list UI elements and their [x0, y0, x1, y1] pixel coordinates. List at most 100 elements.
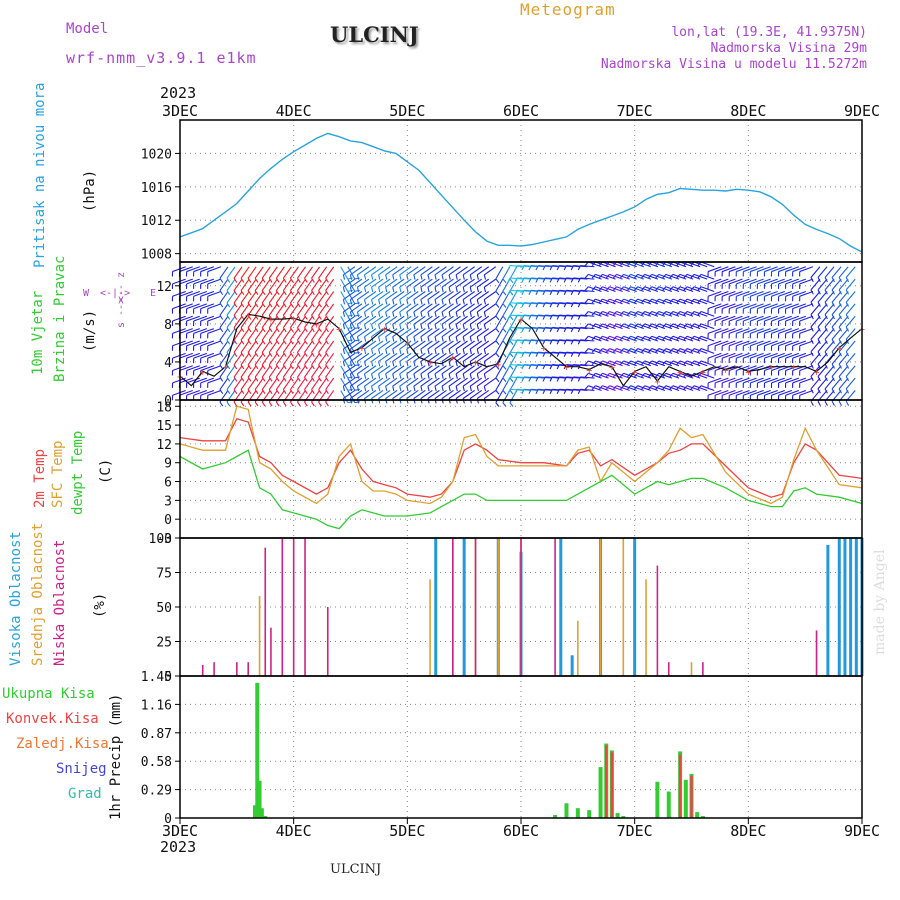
wind-barb-feather: [406, 373, 409, 379]
wind-barb-feather: [420, 361, 423, 367]
wind-barb: [219, 266, 229, 279]
wind-barb-feather: [413, 398, 416, 404]
wind-barb-feather: [275, 339, 280, 345]
wind-barb-feather: [535, 327, 539, 333]
wind-barb: [304, 266, 313, 279]
wind-barb-feather: [605, 286, 610, 291]
wind-barb-feather: [483, 348, 487, 355]
wind-barb: [672, 348, 687, 354]
wind-barb-feather: [640, 348, 646, 353]
wind-barb: [311, 353, 321, 366]
wind-barb: [736, 352, 750, 359]
wind-barb-feather: [378, 311, 381, 317]
y-tick-label: -3: [156, 532, 172, 547]
wind-barb-feather: [626, 311, 632, 316]
wind-barb: [399, 291, 412, 300]
wind-barb-feather: [810, 400, 814, 406]
wind-barb: [637, 298, 651, 305]
wind-barb-feather: [633, 385, 639, 390]
wind-barb: [750, 340, 764, 347]
y-tick-label: 0.87: [141, 727, 172, 742]
wind-barb-feather: [261, 352, 266, 357]
wind-barb-feather: [612, 273, 617, 279]
wind-barb: [413, 278, 426, 288]
wind-barb-feather: [455, 324, 458, 330]
wind-barb: [240, 278, 250, 291]
wind-barb-feather: [297, 290, 301, 296]
cloud-high-bar: [559, 538, 563, 676]
wind-barb: [700, 360, 715, 367]
wind-barb: [722, 340, 736, 347]
wind-barb: [378, 365, 391, 375]
cloud-high-bar: [854, 538, 858, 676]
wind-barb: [219, 328, 229, 341]
wind-barb: [792, 266, 807, 273]
wind-barb: [623, 261, 637, 268]
wind-barb-feather: [514, 351, 518, 357]
wind-barb: [343, 365, 356, 375]
wind-barb: [247, 291, 257, 304]
wind-barb-feather: [838, 277, 843, 283]
wind-barb-feather: [619, 372, 624, 378]
wind-barb: [714, 303, 729, 310]
x-tick-label-top: 6DEC: [503, 102, 539, 120]
wind-barb: [179, 352, 193, 359]
wind-barb: [743, 266, 757, 273]
wind-barb-feather: [399, 311, 402, 317]
wind-barb-feather: [556, 364, 560, 370]
cloud-low-bar: [270, 627, 272, 676]
wind-barb: [637, 310, 651, 317]
wind-barb: [347, 365, 356, 379]
wind-barb: [757, 328, 771, 334]
wind-barb: [207, 328, 222, 334]
wind-barb: [219, 365, 229, 378]
wind-barb-feather: [662, 311, 667, 316]
pressure-unit: (hPa): [82, 169, 98, 212]
wind-barb: [658, 385, 673, 391]
precip-total-bar: [666, 791, 671, 818]
wind-barb-feather: [406, 336, 409, 342]
wind-barb: [350, 278, 363, 288]
wind-barb-feather: [226, 290, 231, 296]
wind-barb: [817, 328, 828, 340]
cloud-low-bar: [326, 607, 329, 676]
wind-barb-feather: [598, 286, 603, 291]
wind-barb: [476, 266, 490, 276]
wind-barb-feather: [577, 302, 581, 308]
wind-barb: [743, 278, 757, 285]
wind-barb: [448, 278, 461, 288]
wind-barb: [240, 377, 250, 390]
wind-barb: [350, 266, 363, 276]
wind-barb: [172, 303, 186, 310]
cloud-mid-bar: [577, 620, 579, 676]
wind-barb: [378, 340, 391, 350]
wind-barb-feather: [226, 277, 231, 283]
wind-barb: [200, 303, 215, 310]
wind-barb: [325, 353, 335, 366]
wind-barb: [364, 291, 377, 300]
wind-barb-feather: [584, 311, 589, 316]
wind-barb: [427, 278, 440, 288]
wind-barb-feather: [226, 389, 231, 395]
wind-barb: [609, 323, 623, 330]
compass-west: W: [83, 288, 90, 299]
wind-barb-feather: [495, 377, 500, 383]
wind-barb-feather: [514, 277, 518, 283]
wind-barb-feather: [640, 385, 646, 390]
wind-barb: [304, 291, 313, 304]
wind-barb-feather: [570, 376, 574, 382]
wind-barb-feather: [226, 302, 231, 308]
wind-barb: [420, 352, 433, 362]
wind-barb-feather: [448, 348, 451, 355]
wind-barb-feather: [817, 314, 821, 320]
y-tick-label: 0.29: [141, 784, 172, 799]
wind-barb: [399, 266, 412, 276]
wind-barb: [838, 340, 849, 353]
precip-total-bar: [615, 813, 620, 818]
wind-marker: +: [791, 363, 797, 374]
wind-marker: +: [563, 363, 569, 374]
wind-barb: [602, 385, 616, 391]
wind-barb-feather: [427, 348, 430, 355]
wind-barb-feather: [399, 373, 402, 379]
wind-barb: [736, 278, 750, 285]
